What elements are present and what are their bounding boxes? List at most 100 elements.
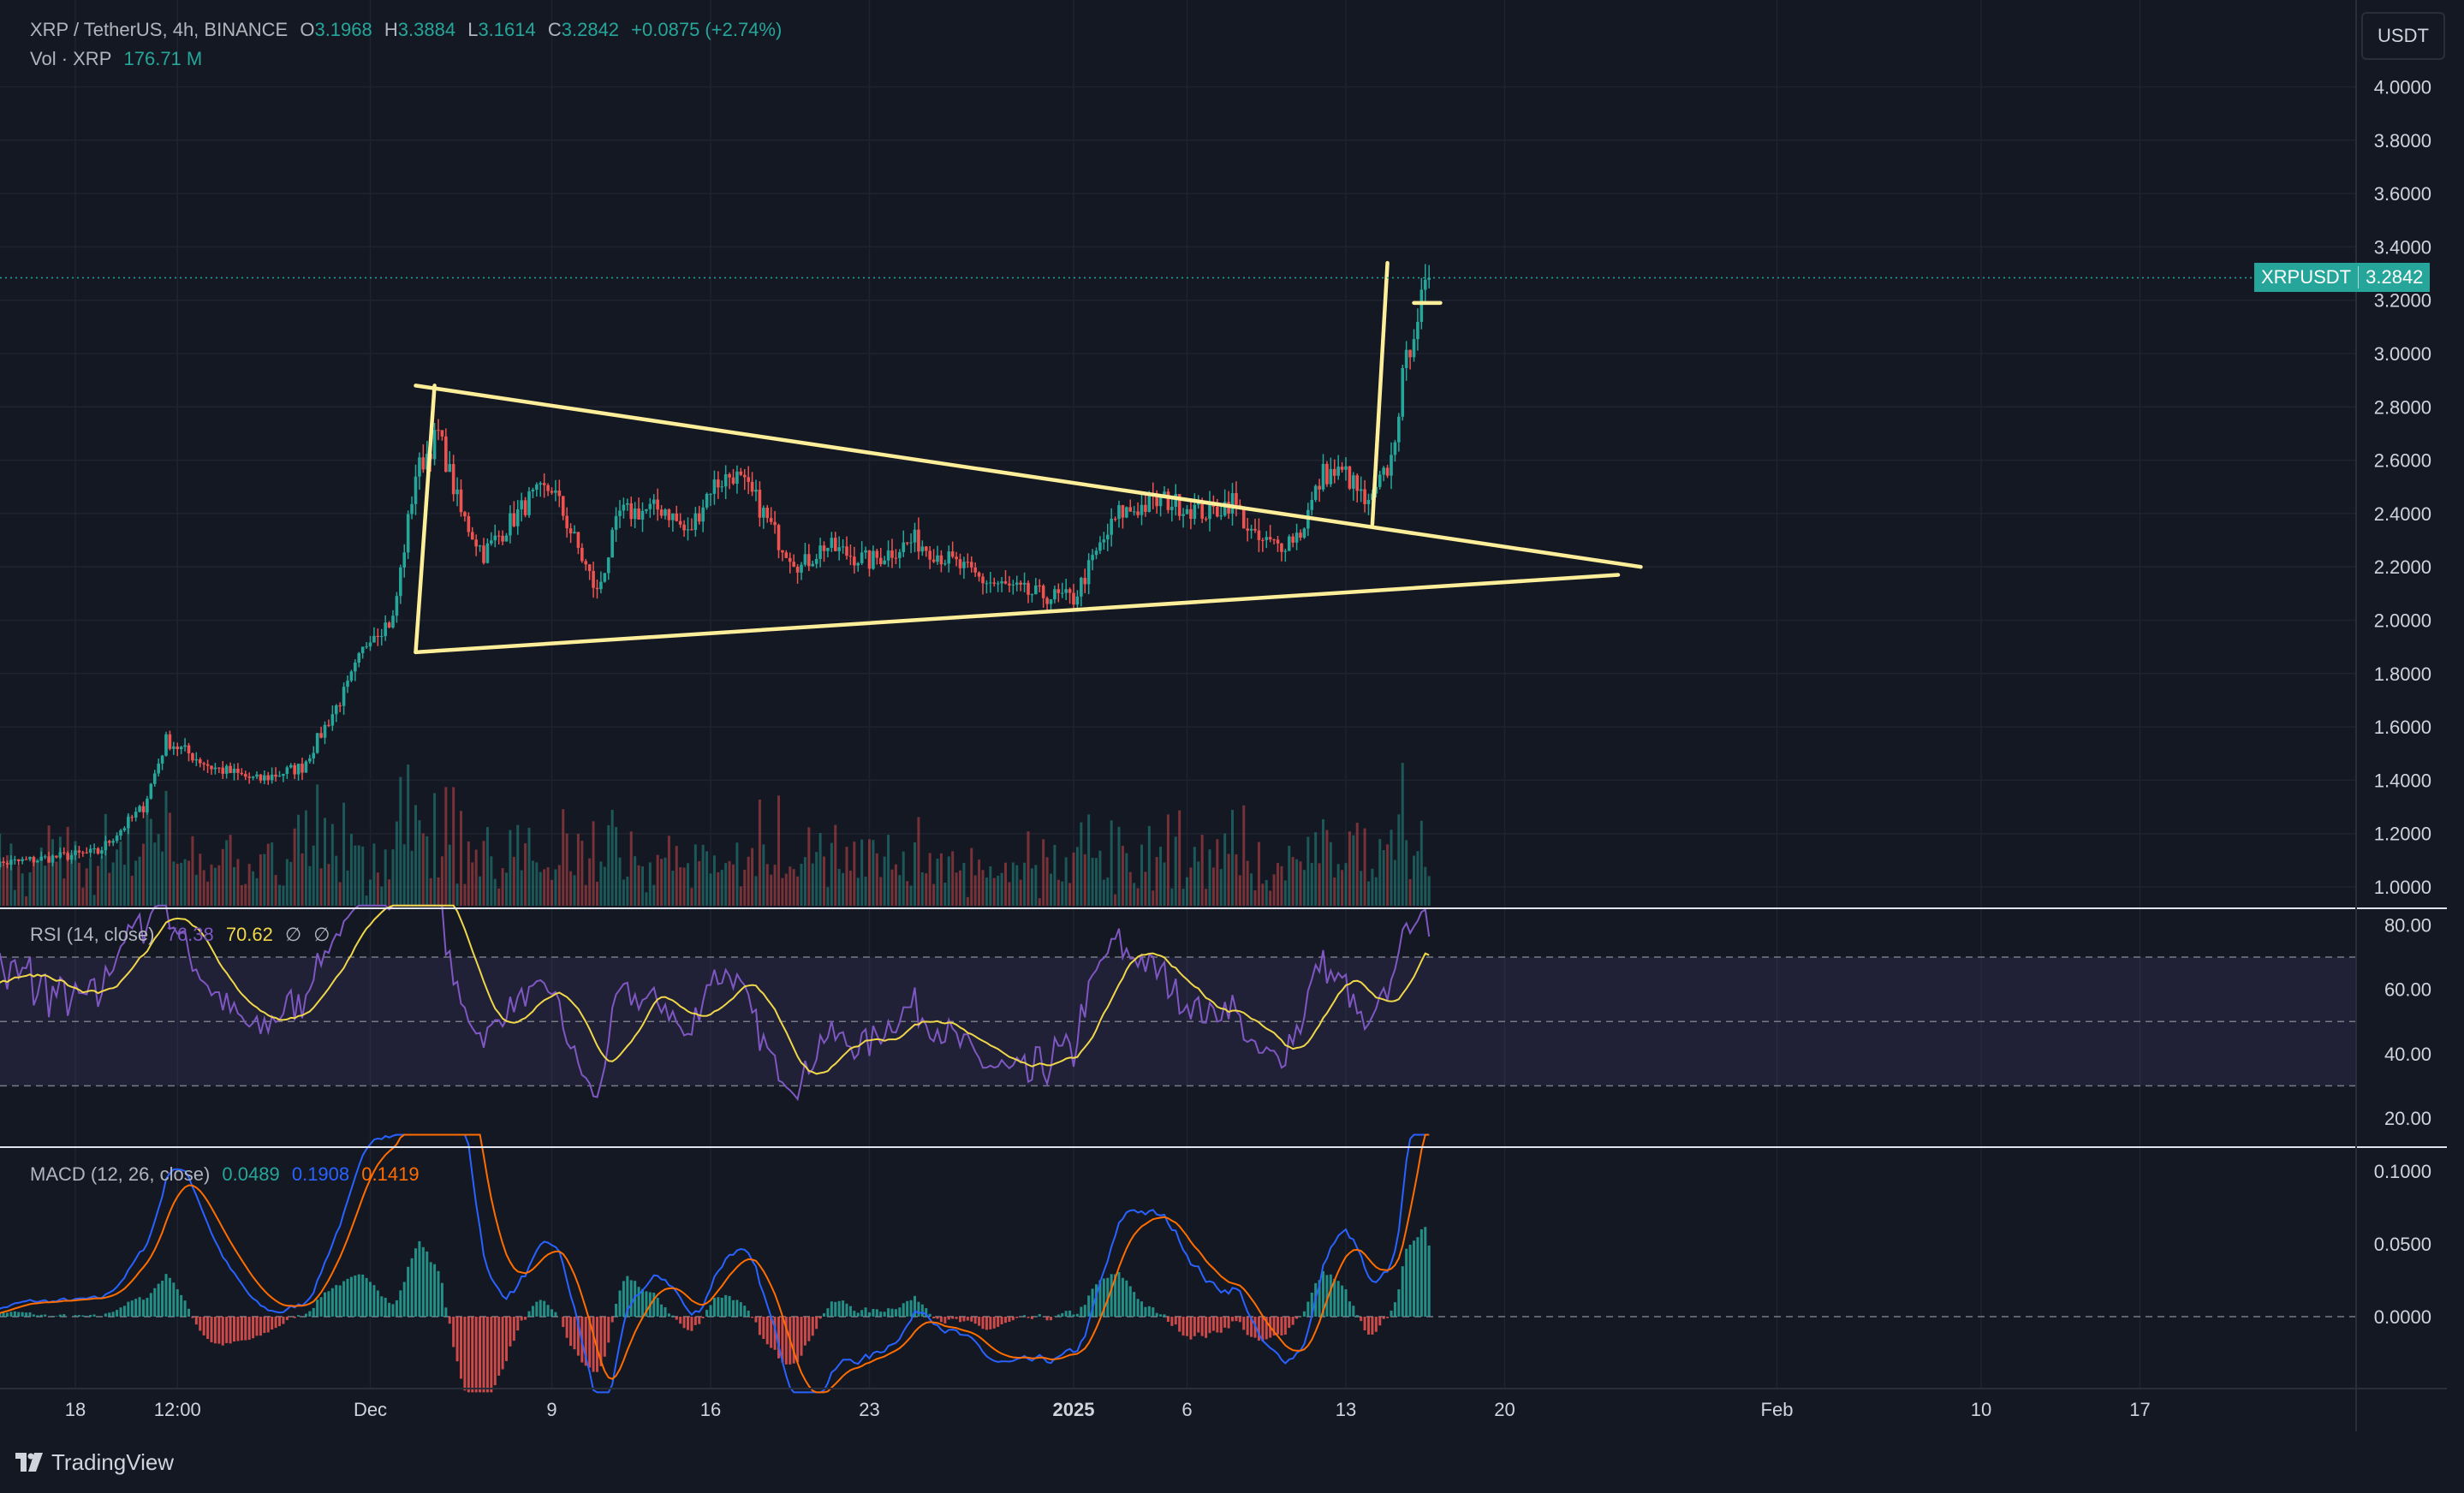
volume-bar — [845, 847, 848, 906]
macd-hist-bar — [1125, 1280, 1128, 1317]
volume-bar — [939, 853, 943, 906]
macd-hist-bar — [304, 1313, 307, 1317]
candle-body — [1200, 501, 1204, 519]
candle-body — [1404, 349, 1408, 368]
volume-bar — [153, 842, 157, 906]
macd-hist-bar — [44, 1314, 47, 1317]
candle-body — [301, 764, 304, 773]
volume-bar — [800, 864, 803, 906]
volume-bar — [1386, 844, 1390, 906]
macd-hist-bar — [1318, 1280, 1321, 1317]
volume-bar — [709, 873, 712, 906]
volume-bar — [985, 877, 988, 906]
candle-body — [1091, 555, 1094, 561]
volume-bar — [62, 878, 66, 906]
macd-hist-bar — [1080, 1306, 1083, 1317]
macd-hist-bar — [970, 1317, 973, 1322]
macd-hist-bar — [1038, 1314, 1041, 1317]
macd-hist-bar — [259, 1317, 262, 1336]
volume-bar — [255, 877, 259, 906]
macd-hist-bar — [1008, 1317, 1011, 1323]
candle-body — [1235, 492, 1238, 505]
macd-value: 0.1908 — [291, 1163, 350, 1185]
macd-hist-bar — [569, 1317, 573, 1347]
time-tick-label: Dec — [354, 1399, 387, 1420]
volume-bar — [418, 820, 421, 906]
candle-body — [652, 499, 656, 504]
macd-hist-bar — [1363, 1317, 1366, 1330]
candle-body — [1098, 542, 1102, 551]
candle-body — [221, 767, 225, 774]
candle-body — [947, 551, 951, 564]
macd-hist-bar — [1061, 1312, 1064, 1317]
candle-body — [1177, 494, 1181, 516]
candle-body — [387, 622, 391, 628]
volume-bar — [266, 843, 270, 906]
volume-bar — [501, 868, 504, 906]
candle-body — [130, 817, 134, 818]
currency-button[interactable]: USDT — [2361, 12, 2445, 60]
volume-bar — [973, 875, 977, 906]
volume-bar — [1023, 862, 1027, 906]
candle-body — [160, 755, 164, 764]
candle-body — [690, 529, 693, 531]
macd-hist-bar — [1310, 1292, 1313, 1317]
volume-bar — [1257, 842, 1260, 906]
macd-hist-bar — [815, 1317, 818, 1329]
volume-bar — [25, 895, 28, 906]
trendline — [414, 573, 1621, 655]
volume-bar — [1098, 850, 1102, 906]
macd-hist-bar — [543, 1300, 546, 1317]
volume-bar — [247, 864, 251, 906]
volume-bar — [77, 862, 80, 906]
macd-hist-bar — [807, 1317, 811, 1341]
candle-body — [141, 806, 146, 812]
candle-body — [247, 776, 251, 778]
volume-bar — [380, 886, 384, 906]
candle-body — [1132, 511, 1136, 513]
candle-body — [561, 496, 565, 516]
candle-body — [39, 856, 44, 861]
macd-hist-bar — [705, 1310, 709, 1317]
volume-bar — [1038, 898, 1041, 906]
volume-bar — [879, 877, 883, 906]
candle-body — [104, 841, 108, 851]
candle-body — [637, 509, 640, 520]
macd-hist-bar — [278, 1317, 281, 1327]
volume-bar — [925, 873, 928, 906]
volume-bar — [830, 842, 833, 906]
volume-bar — [202, 870, 205, 906]
volume-bar — [157, 834, 160, 906]
candle-body — [1352, 475, 1355, 489]
volume-bar — [1125, 853, 1128, 906]
volume-bar — [482, 841, 485, 906]
candle-body — [164, 734, 168, 756]
symbol-line[interactable]: XRP / TetherUS, 4h, BINANCE — [30, 19, 289, 40]
volume-bar — [516, 824, 520, 906]
volume-bar — [1318, 863, 1321, 906]
macd-hist-bar — [739, 1302, 742, 1317]
candle-body — [693, 513, 698, 530]
candle-body — [168, 734, 172, 749]
macd-hist-bar — [342, 1281, 346, 1317]
price-tick-label: 2.2000 — [2374, 556, 2431, 578]
volume-bar — [221, 848, 224, 906]
macd-hist-bar — [1114, 1274, 1117, 1317]
candle-body — [1325, 463, 1329, 485]
macd-hist-bar — [1050, 1317, 1052, 1321]
volume-bar — [641, 866, 644, 906]
candle-body — [66, 853, 69, 860]
volume-bar — [894, 864, 897, 906]
tradingview-logo[interactable]: TradingView — [15, 1449, 174, 1476]
volume-bar — [259, 854, 262, 906]
macd-hist-bar — [55, 1316, 58, 1317]
candle-body — [395, 596, 399, 616]
macd-hist-bar — [168, 1277, 171, 1317]
volume-bar — [206, 881, 210, 906]
volume-bar — [735, 842, 739, 906]
time-tick-label: 18 — [65, 1399, 86, 1420]
candle-body — [928, 550, 931, 560]
macd-hist-bar — [206, 1317, 210, 1340]
macd-hist-bar — [1355, 1315, 1359, 1317]
